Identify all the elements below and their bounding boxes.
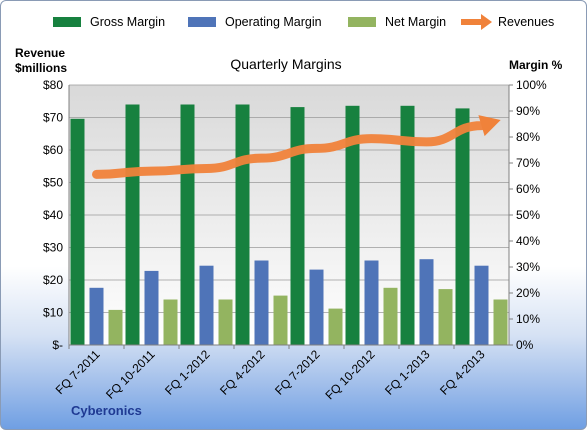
- gross-margin-bar: [235, 104, 250, 345]
- net-margin-bar: [273, 295, 288, 345]
- operating-margin-bar: [199, 265, 214, 345]
- x-tick-label: FQ 1-2013: [382, 347, 433, 398]
- chart-title: Quarterly Margins: [230, 56, 341, 72]
- net-margin-bar: [108, 309, 123, 345]
- operating-margin-bar: [419, 259, 434, 345]
- x-tick-label: FQ 4-2013: [437, 347, 488, 398]
- x-tick-label: FQ 7-2012: [272, 347, 323, 398]
- right-axis: 0% 10% 20% 30% 40% 50% 60% 70% 80% 90% 100%: [508, 78, 547, 352]
- net-margin-bar: [493, 299, 508, 345]
- gross-margin-bar: [400, 105, 415, 345]
- gross-margin-bar: [180, 104, 195, 345]
- company-label: Cyberonics: [71, 403, 142, 418]
- left-tick-label: $50: [43, 176, 63, 190]
- revenue-arrowhead: [478, 115, 501, 137]
- operating-margin-bar: [144, 270, 159, 345]
- operating-margin-bar: [254, 260, 269, 345]
- operating-margin-bar: [364, 260, 379, 345]
- left-tick-label: $70: [43, 111, 63, 125]
- x-tick-label: FQ 10-2012: [322, 347, 377, 402]
- legend: Gross Margin Operating Margin Net Margin Re…: [53, 14, 554, 30]
- operating-margin-bar: [474, 265, 489, 345]
- net-margin-bar: [383, 287, 398, 345]
- right-axis-title: Margin %: [509, 58, 563, 72]
- legend-swatch: [188, 17, 216, 27]
- legend-swatch-arrow: [481, 14, 492, 30]
- gross-margin-bar: [455, 108, 470, 346]
- legend-label: Gross Margin: [90, 15, 165, 29]
- revenue-line-group: [92, 115, 501, 179]
- left-tick-label: $40: [43, 208, 63, 222]
- legend-label: Revenues: [498, 15, 554, 29]
- right-tick-label: 0%: [516, 338, 534, 352]
- legend-swatch: [53, 17, 81, 27]
- left-axis-title-line: Revenue: [15, 46, 65, 60]
- right-tick-label: 60%: [516, 182, 540, 196]
- right-tick-label: 20%: [516, 286, 540, 300]
- x-tick-label: FQ 10-2011: [103, 347, 158, 402]
- left-axis-title: Revenue $millions: [15, 46, 67, 75]
- left-tick-label: $30: [43, 241, 63, 255]
- net-margin-bar: [438, 289, 453, 345]
- x-tick-label: FQ 4-2012: [217, 347, 268, 398]
- right-tick-label: 80%: [516, 130, 540, 144]
- net-margin-bar: [328, 308, 343, 345]
- left-tick-label: $20: [43, 273, 63, 287]
- legend-label: Net Margin: [385, 15, 446, 29]
- gross-margin-bar: [345, 105, 360, 345]
- right-tick-label: 100%: [516, 78, 547, 92]
- legend-swatch: [348, 17, 376, 27]
- right-tick-label: 50%: [516, 208, 540, 222]
- legend-label: Operating Margin: [225, 15, 322, 29]
- left-tick-label: $10: [43, 306, 63, 320]
- x-axis: FQ 7-2011 FQ 10-2011 FQ 1-2012 FQ 4-2012 FQ …: [53, 344, 509, 402]
- gross-margin-bar: [70, 118, 85, 345]
- left-axis-title-line: $millions: [15, 61, 67, 75]
- gross-margin-bar: [125, 104, 140, 345]
- net-margin-bar: [218, 299, 233, 345]
- x-tick-label: FQ 7-2011: [53, 347, 103, 397]
- right-tick-label: 10%: [516, 312, 540, 326]
- operating-margin-bar: [309, 269, 324, 345]
- right-tick-label: 40%: [516, 234, 540, 248]
- left-tick-label: $80: [43, 78, 63, 92]
- right-tick-label: 90%: [516, 104, 540, 118]
- x-tick-label: FQ 1-2012: [162, 347, 213, 398]
- left-tick-label: $-: [52, 338, 63, 352]
- left-tick-label: $60: [43, 143, 63, 157]
- right-tick-label: 70%: [516, 156, 540, 170]
- left-axis: $- $10 $20 $30 $40 $50 $60 $70 $80: [43, 78, 70, 352]
- gross-margin-bar: [290, 107, 305, 345]
- net-margin-bar: [163, 299, 178, 345]
- operating-margin-bar: [89, 287, 104, 345]
- right-tick-label: 30%: [516, 260, 540, 274]
